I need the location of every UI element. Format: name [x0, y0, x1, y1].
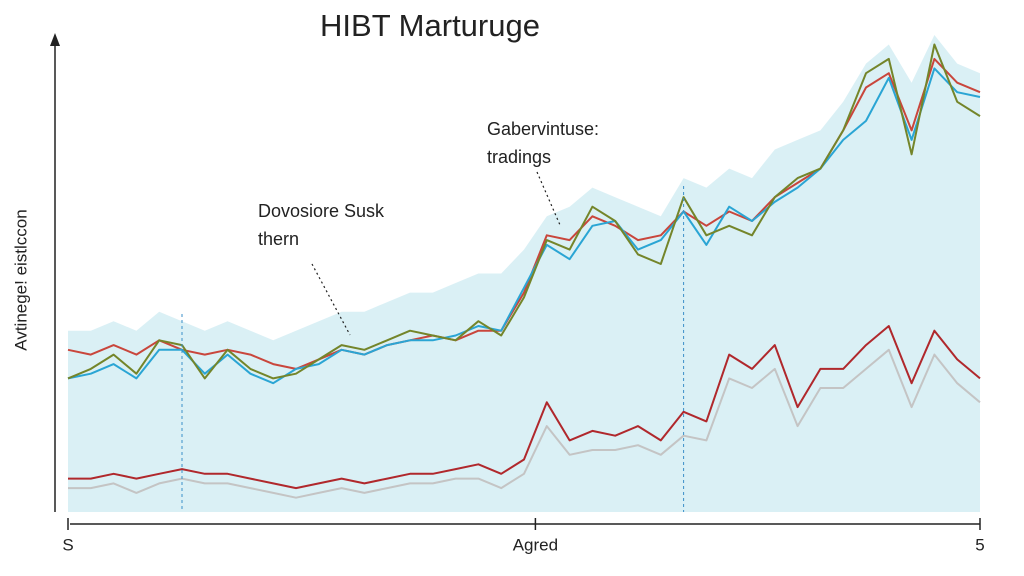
- annotation-arrow: [311, 263, 351, 336]
- annotation: thern: [258, 229, 299, 249]
- plot-area: S Agred 5 Gabervintuse: tradings Dovosiore Su…: [62, 35, 985, 554]
- x-tick-label: 5: [975, 535, 984, 554]
- line: [68, 348, 981, 499]
- line: [67, 67, 981, 385]
- x-tick-label: S: [62, 535, 73, 554]
- line: [67, 43, 981, 380]
- line: [68, 325, 981, 490]
- y-axis-label: Avtinege! eistlccon: [11, 209, 30, 350]
- annotation: Dovosiore Susk: [258, 201, 385, 221]
- area: [68, 35, 980, 512]
- chart-title: HIBT Marturuge: [320, 8, 540, 43]
- y-axis-arrow: [50, 33, 60, 46]
- x-tick-label: Agred: [513, 535, 558, 554]
- annotation: Gabervintuse:: [487, 119, 599, 139]
- annotation: tradings: [487, 147, 551, 167]
